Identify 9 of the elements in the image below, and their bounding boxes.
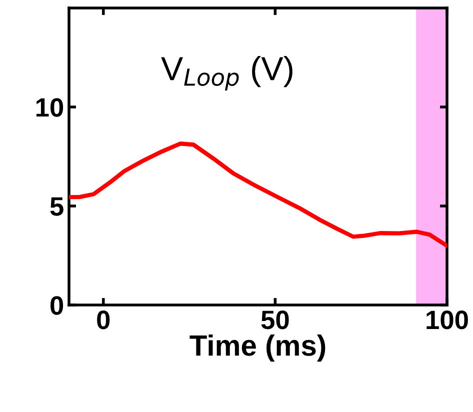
annotation: V$_{Loop}$ (V) bbox=[161, 56, 292, 90]
y-tick-label: 5 bbox=[50, 197, 64, 216]
line-series bbox=[69, 142, 447, 248]
x-tick-label: 50 bbox=[261, 310, 289, 330]
x-tick-label: 0 bbox=[97, 310, 110, 330]
x-axis-title: Time (ms) bbox=[190, 334, 326, 362]
y-tick-label: 0 bbox=[50, 296, 64, 315]
y-tick-label: 10 bbox=[36, 98, 64, 117]
x-tick-label: 100 bbox=[426, 310, 468, 330]
